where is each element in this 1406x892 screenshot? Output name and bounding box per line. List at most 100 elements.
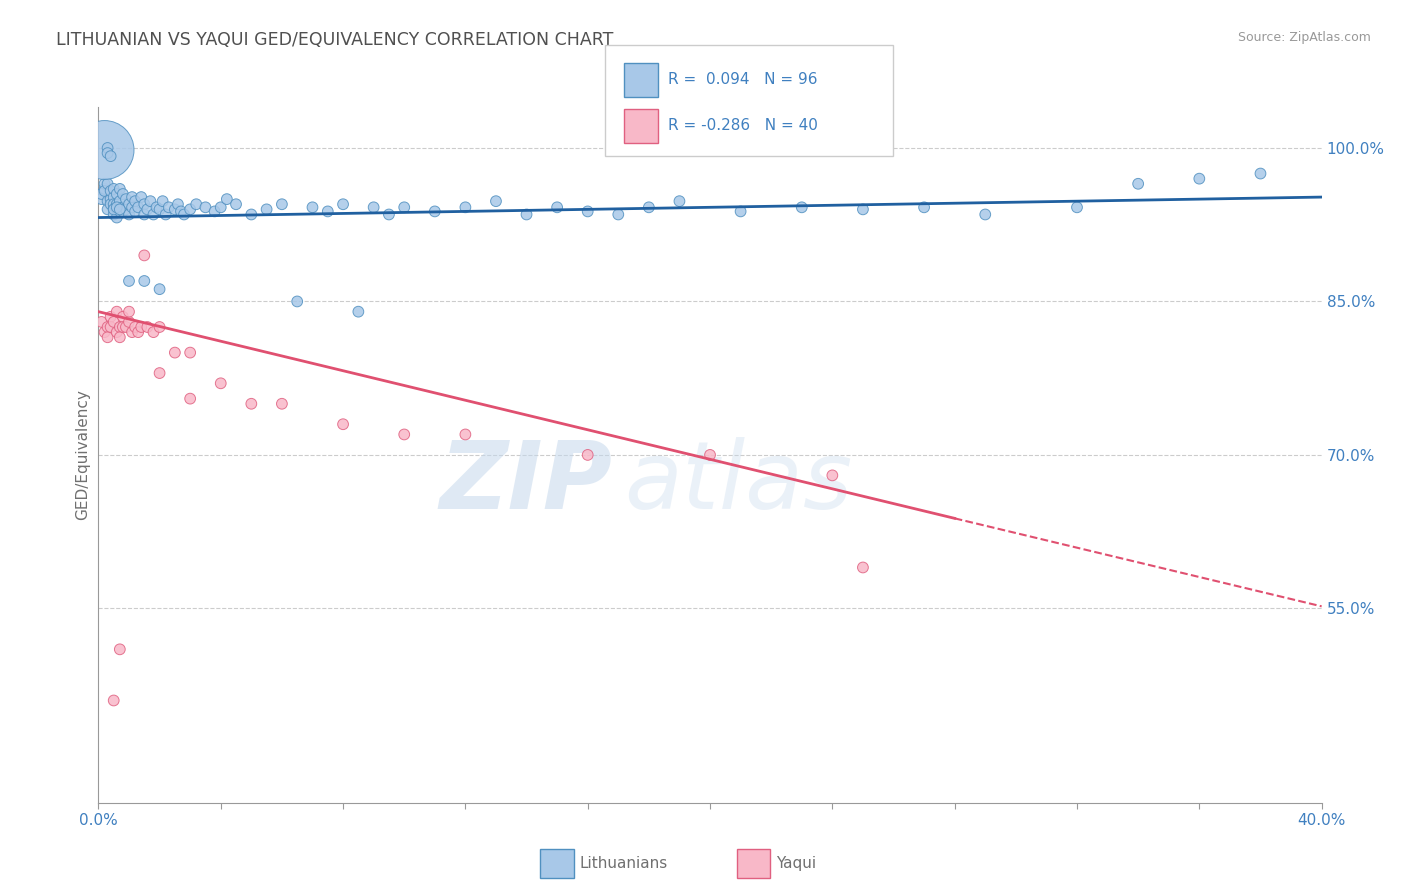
Point xyxy=(699,448,721,462)
Point xyxy=(240,397,263,411)
Point xyxy=(516,207,538,221)
Point xyxy=(852,560,875,574)
Point xyxy=(240,207,263,221)
Point xyxy=(485,194,508,209)
Point xyxy=(637,200,661,214)
Point xyxy=(105,202,128,217)
Point xyxy=(100,184,122,198)
Point xyxy=(97,177,120,191)
Point xyxy=(149,366,172,380)
Point xyxy=(194,200,217,214)
Point xyxy=(97,194,120,209)
Point xyxy=(93,143,115,157)
Point xyxy=(118,197,141,211)
Point xyxy=(124,204,146,219)
Point xyxy=(134,207,156,221)
Point xyxy=(115,202,138,217)
Point xyxy=(127,200,149,214)
Point xyxy=(136,320,159,334)
Point xyxy=(139,194,162,209)
Point xyxy=(105,197,128,211)
Point xyxy=(576,448,599,462)
Point xyxy=(115,192,138,206)
Point xyxy=(209,200,232,214)
Point xyxy=(124,320,146,334)
Point xyxy=(115,320,138,334)
Point xyxy=(142,207,165,221)
Point xyxy=(100,197,122,211)
Point xyxy=(607,207,630,221)
Point xyxy=(105,200,128,214)
Point xyxy=(347,304,370,318)
Point xyxy=(93,182,115,196)
Point xyxy=(316,204,339,219)
Point xyxy=(270,397,292,411)
Point xyxy=(668,194,690,209)
Point xyxy=(100,192,122,206)
Point xyxy=(124,194,146,209)
Point xyxy=(100,310,122,324)
Point xyxy=(179,202,201,217)
Point xyxy=(136,202,159,217)
Point xyxy=(103,207,125,221)
Point xyxy=(163,345,186,359)
Point xyxy=(108,330,131,344)
Point xyxy=(129,190,152,204)
Text: Yaqui: Yaqui xyxy=(776,856,817,871)
Point xyxy=(392,200,416,214)
Point xyxy=(225,197,247,211)
Point xyxy=(134,274,156,288)
Point xyxy=(103,202,125,217)
Point xyxy=(821,468,844,483)
Point xyxy=(108,202,131,217)
Point xyxy=(301,200,323,214)
Point xyxy=(118,274,141,288)
Point xyxy=(118,315,141,329)
Point xyxy=(730,204,752,219)
Point xyxy=(790,200,813,214)
Point xyxy=(152,194,174,209)
Point xyxy=(332,197,354,211)
Point xyxy=(912,200,935,214)
Point xyxy=(97,202,120,217)
Point xyxy=(105,187,128,202)
Point xyxy=(108,642,131,657)
Point xyxy=(1249,167,1271,181)
Text: R = -0.286   N = 40: R = -0.286 N = 40 xyxy=(668,119,818,134)
Point xyxy=(100,149,122,163)
Point xyxy=(155,207,177,221)
Text: Lithuanians: Lithuanians xyxy=(579,856,668,871)
Point xyxy=(285,294,308,309)
Point xyxy=(105,211,128,225)
Text: Source: ZipAtlas.com: Source: ZipAtlas.com xyxy=(1237,31,1371,45)
Point xyxy=(454,427,477,442)
Point xyxy=(118,207,141,221)
Point xyxy=(149,320,172,334)
Point xyxy=(111,310,134,324)
Point xyxy=(93,184,115,198)
Point xyxy=(93,177,115,191)
Point xyxy=(179,345,201,359)
Point xyxy=(1128,177,1150,191)
Point xyxy=(111,320,134,334)
Point xyxy=(90,315,112,329)
Point xyxy=(186,197,208,211)
Point xyxy=(134,248,156,262)
Point xyxy=(129,320,152,334)
Point xyxy=(121,200,143,214)
Point xyxy=(546,200,568,214)
Point xyxy=(576,204,599,219)
Point xyxy=(93,325,115,339)
Point xyxy=(204,204,226,219)
Point xyxy=(103,197,125,211)
Point xyxy=(974,207,997,221)
Point xyxy=(97,141,120,155)
Text: ZIP: ZIP xyxy=(439,437,612,529)
Point xyxy=(142,325,165,339)
Point xyxy=(90,192,112,206)
Point xyxy=(111,204,134,219)
Text: R =  0.094   N = 96: R = 0.094 N = 96 xyxy=(668,72,817,87)
Point xyxy=(454,200,477,214)
Point xyxy=(270,197,292,211)
Point xyxy=(209,376,232,391)
